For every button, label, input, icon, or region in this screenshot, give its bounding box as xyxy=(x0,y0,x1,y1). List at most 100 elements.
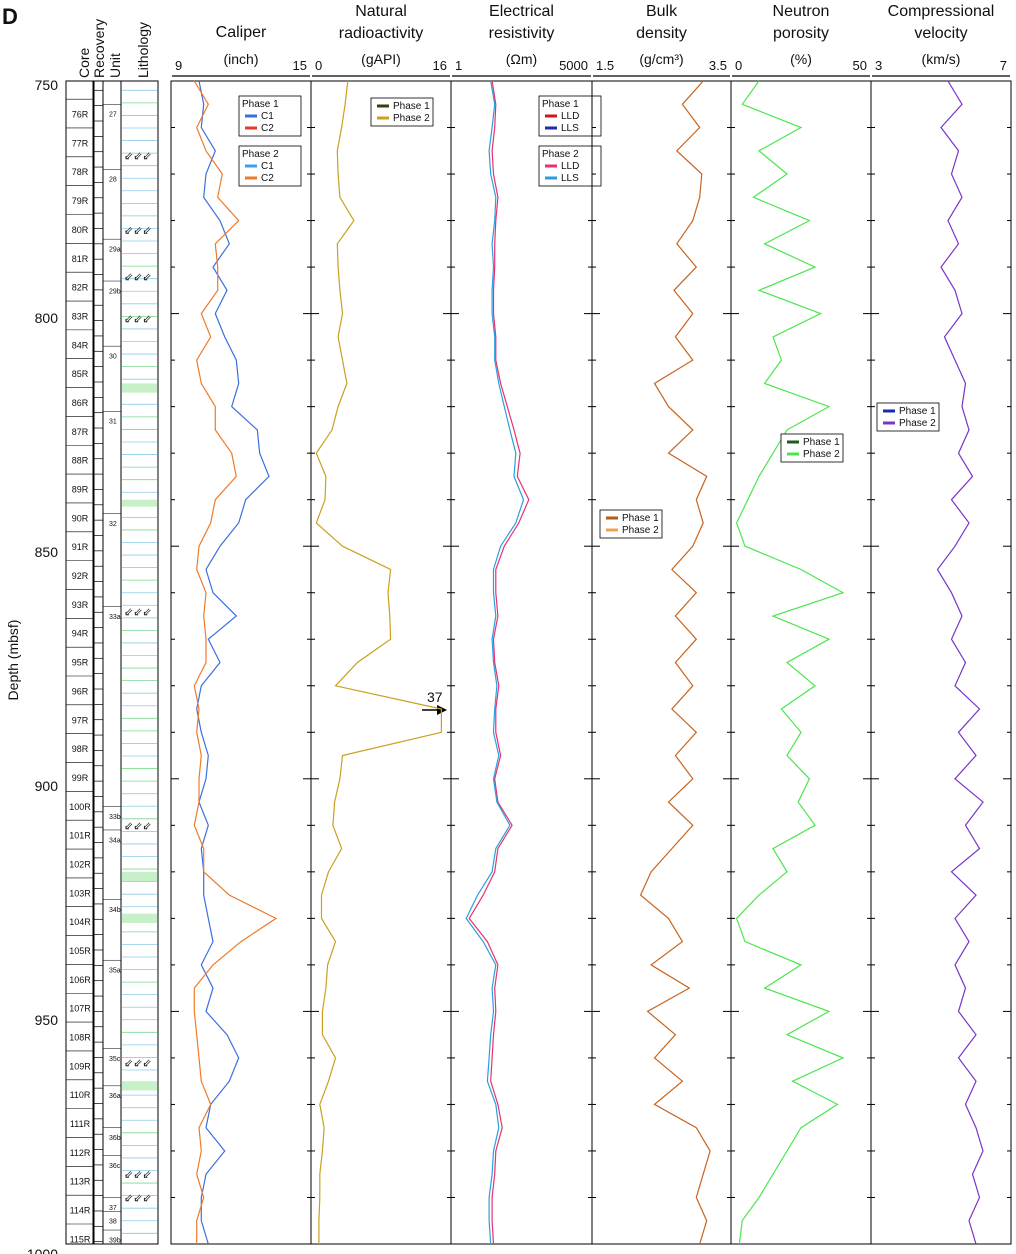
track-unit: (%) xyxy=(790,51,812,67)
vesicle-symbol: ⇙⇙⇙ xyxy=(124,1058,152,1070)
legend-label: Phase 1 xyxy=(803,437,840,448)
core-columns: 76R 77R 78R 79R 80R 81R 82R 83R 84R 85R 86R 87R 88R 8… xyxy=(65,80,159,1245)
track-title: Bulk xyxy=(646,3,678,20)
panel-letter: D xyxy=(2,4,18,29)
core-labels: 76R 77R 78R 79R 80R 81R 82R 83R 84R 85R 86R 87R 88R 8… xyxy=(66,89,103,1244)
legend-label: Phase 2 xyxy=(393,113,430,124)
legend-label: LLS xyxy=(561,123,579,134)
vesicle-symbol: ⇙⇙⇙ xyxy=(124,225,152,237)
track-unit: (km/s) xyxy=(922,51,961,67)
core-label: 97R xyxy=(72,715,89,725)
track-title: resistivity xyxy=(489,25,555,42)
unit-column-header: Unit xyxy=(107,53,123,78)
x-tick-max: 15 xyxy=(293,58,307,73)
lithology-band xyxy=(122,1081,157,1091)
unit-label: 39b xyxy=(109,1237,121,1244)
core-label: 88R xyxy=(72,456,89,466)
core-label: 87R xyxy=(72,427,89,437)
core-label: 107R xyxy=(69,1004,91,1014)
unit-label: 36b xyxy=(109,1135,121,1142)
track-unit: (gAPI) xyxy=(361,51,401,67)
track-frame xyxy=(730,80,872,1245)
depth-tick-labels: 750 800 850 900 950 1000 xyxy=(27,77,58,1254)
unit-label: 29a xyxy=(109,246,121,253)
legend-box xyxy=(599,509,663,539)
legend-box xyxy=(780,433,844,463)
legend-label: Phase 1 xyxy=(393,101,430,112)
x-tick-min: 9 xyxy=(175,58,182,73)
track-title: velocity xyxy=(914,25,967,42)
core-label: 83R xyxy=(72,311,89,321)
track-unit: (inch) xyxy=(223,51,258,67)
track-title: radioactivity xyxy=(339,25,423,42)
core-label: 77R xyxy=(72,138,89,148)
track-title: Natural xyxy=(355,3,407,20)
track-title: Neutron xyxy=(773,3,830,20)
off-scale-value: 37 xyxy=(427,689,443,705)
core-label: 91R xyxy=(72,542,89,552)
core-label: 84R xyxy=(72,340,89,350)
series-line xyxy=(936,80,984,1245)
unit-label: 31 xyxy=(109,419,117,426)
core-label: 101R xyxy=(69,831,91,841)
lithology-band xyxy=(122,383,157,393)
core-label: 108R xyxy=(69,1033,91,1043)
vesicle-symbol: ⇙⇙⇙ xyxy=(124,150,152,162)
core-label: 103R xyxy=(69,888,91,898)
legend-label: C2 xyxy=(261,123,274,134)
legend-label: Phase 1 xyxy=(622,513,659,524)
recovery-column xyxy=(93,80,104,1245)
core-label: 111R xyxy=(70,1119,91,1129)
unit-labels: 27 28 29a 29b 30 31 32 33a 33b 34a 34b 35a 35c 36a 36b… xyxy=(103,104,121,1244)
x-tick-min: 1 xyxy=(455,58,462,73)
core-label: 98R xyxy=(72,744,89,754)
series-line xyxy=(193,80,278,1244)
legend-label: Phase 2 xyxy=(899,418,936,429)
core-label: 99R xyxy=(72,773,89,783)
unit-label: 28 xyxy=(109,177,117,184)
track-title: Electrical xyxy=(489,3,554,20)
lithology-column-header: Lithology xyxy=(135,22,151,78)
core-label: 79R xyxy=(72,196,89,206)
track-title: Caliper xyxy=(216,24,267,41)
unit-label: 33b xyxy=(109,814,121,821)
core-label: 106R xyxy=(69,975,91,985)
series-line xyxy=(196,80,270,1245)
unit-label: 35a xyxy=(109,968,121,975)
depth-axis-label: Depth (mbsf) xyxy=(5,620,21,701)
track-1: Natural radioactivity (gAPI) 0 16 Phase 1Phas… xyxy=(310,3,452,1245)
core-label: 115R xyxy=(70,1234,91,1244)
depth-tick-750: 750 xyxy=(35,77,59,93)
lithology-bands: ⇙⇙⇙ ⇙⇙⇙ ⇙⇙⇙ ⇙⇙⇙ ⇙⇙⇙ ⇙⇙⇙ ⇙⇙⇙ ⇙⇙⇙ ⇙⇙⇙ xyxy=(122,89,157,1234)
track-unit: (g/cm³) xyxy=(639,51,683,67)
series-line xyxy=(639,80,711,1245)
unit-label: 38 xyxy=(109,1219,117,1226)
core-label: 109R xyxy=(69,1061,91,1071)
series-line xyxy=(735,80,845,1245)
track-unit: (Ωm) xyxy=(506,51,537,67)
legend-label: C1 xyxy=(261,111,274,122)
series-line xyxy=(315,80,442,1244)
core-label: 113R xyxy=(70,1177,91,1187)
track-frame xyxy=(591,80,732,1245)
depth-tick-900: 900 xyxy=(35,778,59,794)
unit-label: 29b xyxy=(109,288,121,295)
depth-tick-950: 950 xyxy=(35,1012,59,1028)
depth-tick-1000: 1000 xyxy=(27,1246,58,1254)
core-label: 78R xyxy=(72,167,89,177)
x-tick-max: 50 xyxy=(853,58,867,73)
vesicle-symbol: ⇙⇙⇙ xyxy=(124,820,152,832)
unit-label: 36c xyxy=(109,1163,121,1170)
legend-label: Phase 2 xyxy=(622,525,659,536)
legend-box xyxy=(876,402,940,432)
core-label: 82R xyxy=(72,283,89,293)
core-label: 112R xyxy=(70,1148,91,1158)
unit-label: 36a xyxy=(109,1093,121,1100)
unit-label: 33a xyxy=(109,614,121,621)
legend-group: Phase 1 xyxy=(542,99,579,110)
core-label: 86R xyxy=(72,398,89,408)
